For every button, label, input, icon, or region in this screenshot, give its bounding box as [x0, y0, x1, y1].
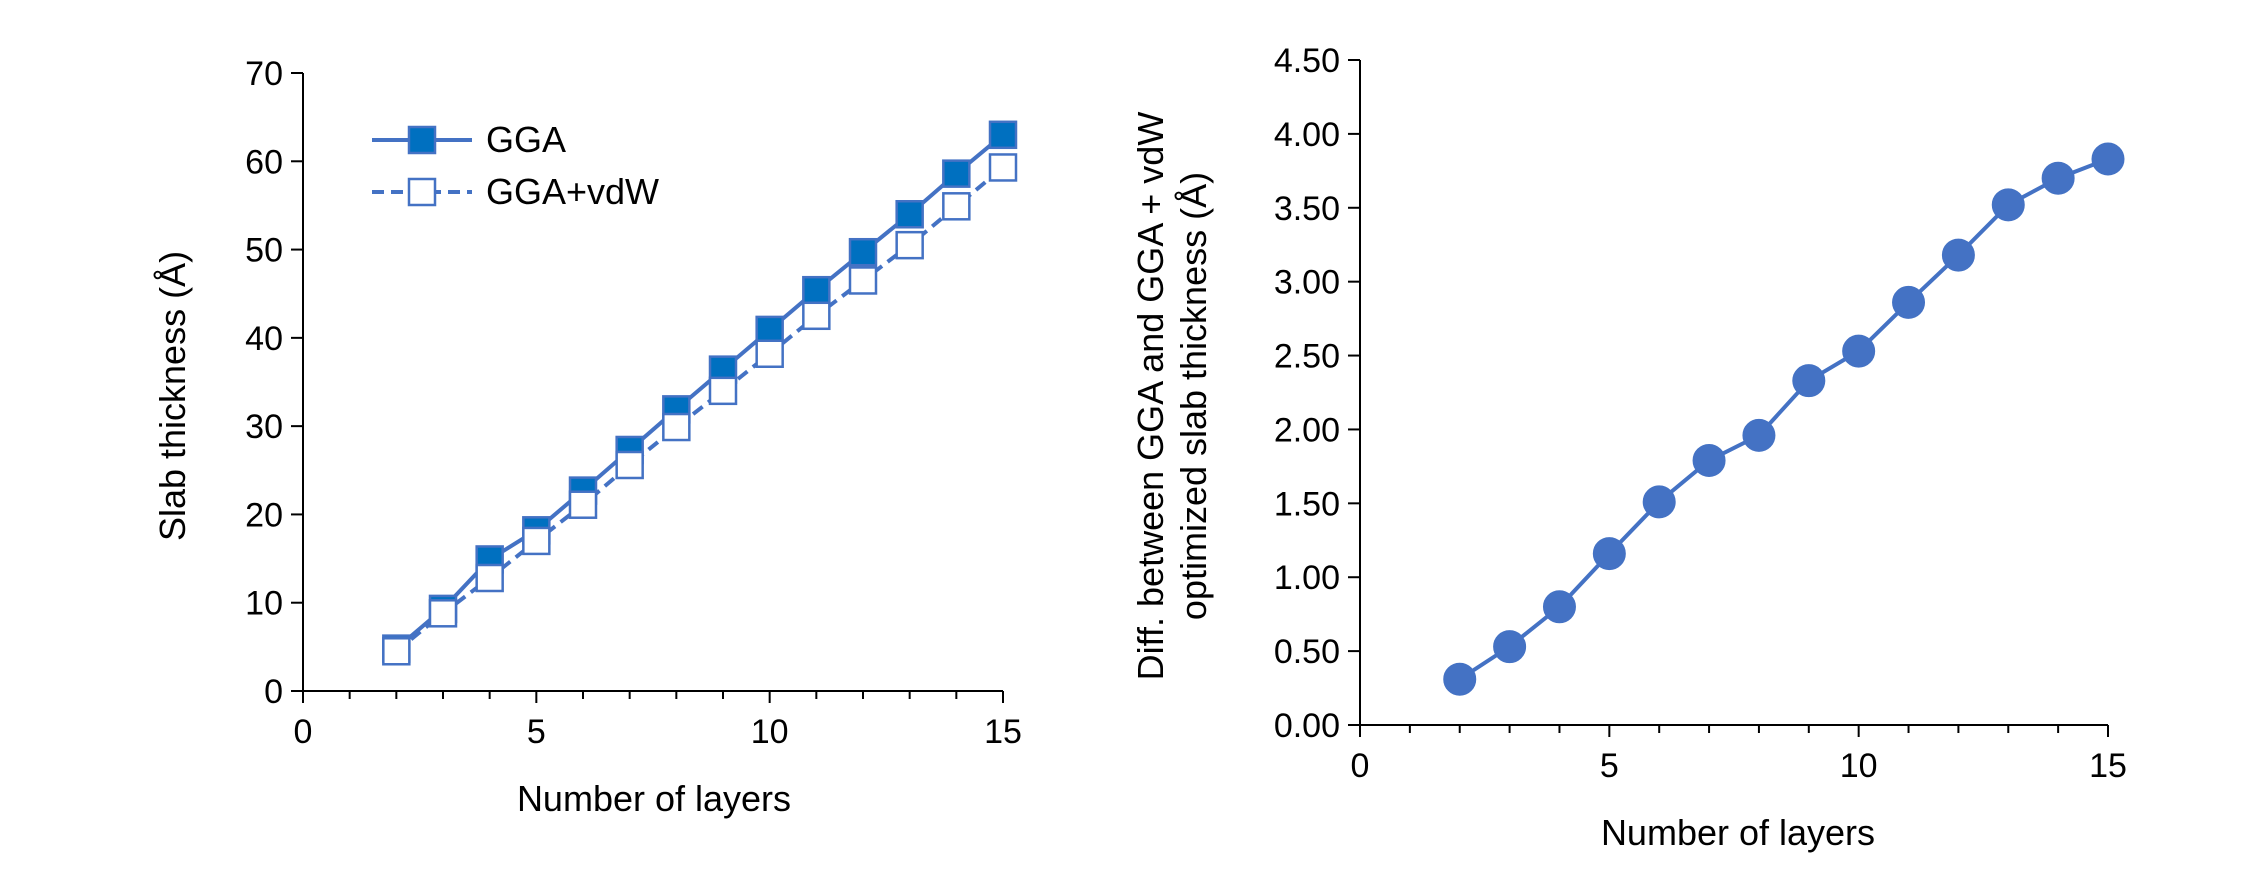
data-point [522, 526, 551, 556]
data-point [1542, 590, 1576, 624]
data-point [848, 266, 878, 295]
x-tick-label: 5 [1600, 747, 1619, 785]
x-tick-label: 15 [984, 713, 1022, 751]
data-point [1592, 537, 1626, 571]
y-tick-label: 0 [264, 673, 283, 711]
data-point [662, 412, 691, 442]
legend-label: GGA [486, 119, 566, 160]
y-tick-label: 50 [245, 232, 283, 270]
y-tick-label: 30 [245, 408, 283, 446]
y-tick-label: 10 [245, 585, 283, 623]
y-tick-label: 3.00 [1274, 264, 1340, 302]
axes [291, 72, 1004, 703]
data-point [755, 339, 784, 368]
legend: GGA GGA+vdW [372, 119, 659, 212]
y-tick-labels: 0.00 0.50 1.00 1.50 2.00 2.50 3.00 3.50 4.00 4.50 [1274, 42, 1340, 745]
data-point [708, 376, 738, 406]
x-axis-label: Number of layers [517, 778, 791, 819]
y-tick-label: 3.50 [1274, 190, 1340, 228]
data-point [895, 200, 924, 229]
y-tick-label: 2.50 [1274, 338, 1340, 376]
data-point [942, 159, 971, 188]
x-tick-label: 5 [527, 713, 546, 751]
data-point [1991, 188, 2025, 222]
series-layer [382, 120, 1018, 666]
series-layer [1443, 142, 2125, 696]
y-axis-label-line1: Diff. between GGA and GGA + vdW [1130, 112, 1171, 681]
x-tick-label: 15 [2089, 747, 2127, 785]
y-tick-label: 70 [245, 55, 283, 93]
series-difference [1443, 142, 2125, 696]
y-tick-label: 60 [245, 143, 283, 181]
x-axis-label: Number of layers [1601, 812, 1875, 853]
y-tick-label: 1.50 [1274, 485, 1340, 523]
data-point [942, 192, 971, 221]
legend-entry: GGA [372, 119, 566, 160]
x-tick-label: 0 [1351, 747, 1370, 785]
y-tick-label: 0.50 [1274, 633, 1340, 671]
data-point [615, 450, 644, 480]
legend-label: GGA+vdW [486, 171, 659, 212]
data-point [1941, 238, 1975, 272]
data-point [568, 490, 598, 519]
series-gga-vdw [382, 153, 1018, 666]
y-tick-label: 2.00 [1274, 411, 1340, 449]
data-point [1443, 662, 1477, 696]
chart-thickness-difference: 0 5 10 15 0.00 0.50 1.00 1.50 2.00 2.50 3.00 3.50 4… [1130, 42, 2127, 853]
x-tick-labels: 0 5 10 15 [1351, 747, 2127, 785]
data-point [1692, 443, 1726, 477]
y-tick-label: 4.00 [1274, 116, 1340, 154]
data-point [1792, 364, 1826, 398]
data-point [848, 237, 878, 267]
data-point [755, 315, 784, 345]
data-point [895, 230, 924, 260]
legend-marker [407, 125, 437, 155]
x-tick-label: 10 [751, 713, 789, 751]
data-point [988, 153, 1018, 182]
y-axis-label: Slab thickness (Å) [152, 251, 193, 541]
data-point [2091, 142, 2125, 176]
data-point [428, 599, 458, 628]
data-point [802, 301, 831, 331]
y-tick-label: 0.00 [1274, 707, 1340, 745]
y-tick-labels: 0 10 20 30 40 50 60 70 [245, 55, 283, 711]
y-tick-label: 4.50 [1274, 42, 1340, 80]
axes [1348, 59, 2109, 737]
series-line [395, 165, 1005, 653]
data-point [1892, 285, 1926, 319]
data-point [382, 637, 411, 666]
data-point [475, 563, 504, 593]
x-tick-label: 10 [1840, 747, 1878, 785]
data-point [2041, 161, 2075, 195]
y-axis-label-line2: optimized slab thickness (Å) [1173, 172, 1214, 620]
data-point [1842, 334, 1876, 368]
x-tick-label: 0 [294, 713, 313, 751]
x-tick-labels: 0 5 10 15 [294, 713, 1022, 751]
data-point [802, 275, 831, 305]
data-point [1642, 485, 1676, 519]
data-point [1742, 418, 1776, 452]
data-point [988, 120, 1018, 150]
y-tick-label: 20 [245, 496, 283, 534]
legend-entry: GGA+vdW [372, 171, 659, 212]
y-tick-label: 1.00 [1274, 559, 1340, 597]
data-point [1493, 630, 1527, 664]
legend-marker [407, 177, 437, 207]
y-tick-label: 40 [245, 320, 283, 358]
